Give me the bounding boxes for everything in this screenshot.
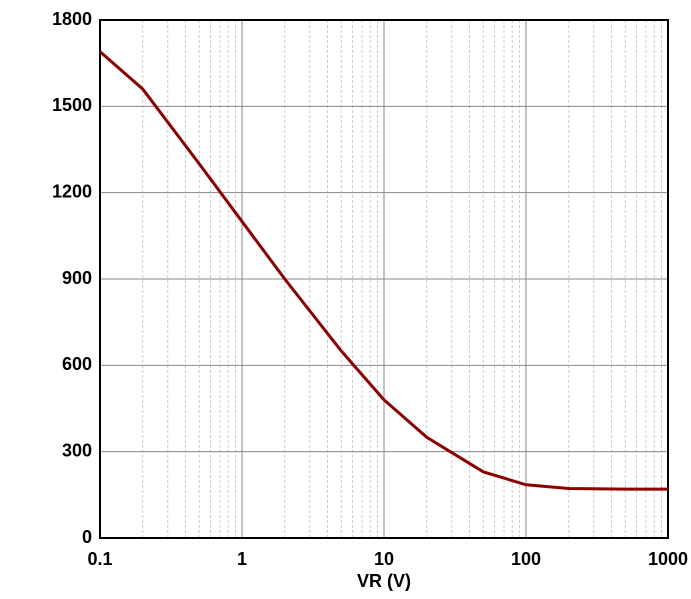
plot-frame — [99, 19, 669, 539]
x-tick-label: 10 — [374, 549, 394, 569]
y-tick-label: 1800 — [52, 9, 92, 29]
y-tick-label: 600 — [62, 354, 92, 374]
y-tick-label: 1200 — [52, 181, 92, 201]
x-tick-label: 1000 — [648, 549, 688, 569]
y-tick-label: 0 — [82, 527, 92, 547]
x-tick-label: 0.1 — [87, 549, 112, 569]
data-line — [99, 50, 668, 491]
y-tick-label: 1500 — [52, 95, 92, 115]
y-tick-label: 300 — [62, 440, 92, 460]
x-tick-label: 1 — [237, 549, 247, 569]
x-axis-label: VR (V) — [357, 571, 411, 591]
x-tick-label: 100 — [511, 549, 541, 569]
y-tick-label: 900 — [62, 268, 92, 288]
